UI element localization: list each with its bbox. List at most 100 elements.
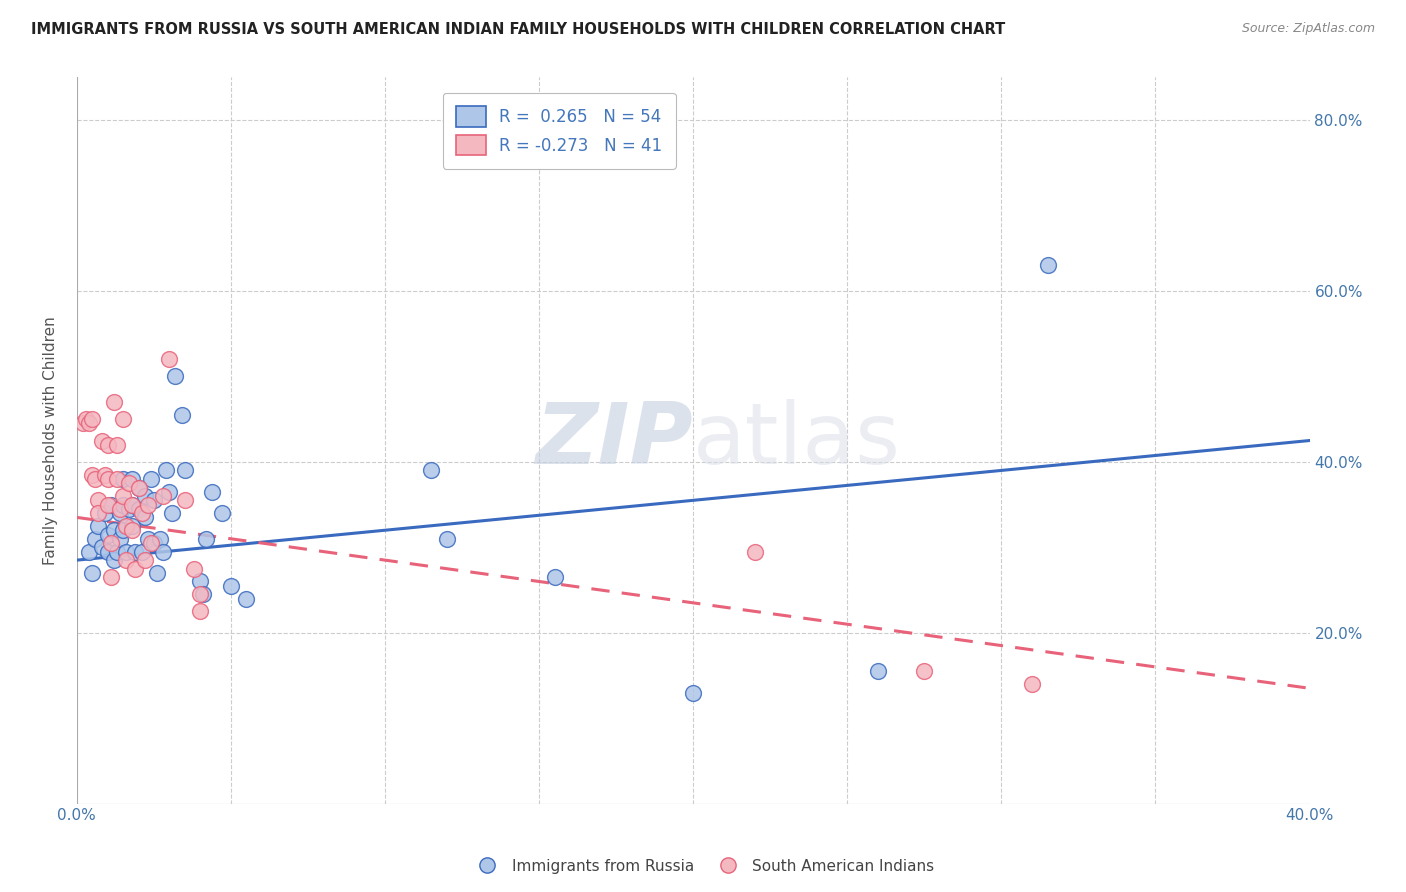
Point [77,544,100,558]
Point [136,498,159,512]
Point [128,481,150,495]
Point [90,434,112,448]
Point [744,544,766,558]
Point [82,566,104,580]
Point [108,532,131,546]
Point [77,417,100,431]
Point [82,467,104,482]
Point [103,523,125,537]
Point [868,664,890,678]
Point [139,536,162,550]
Point [72,417,94,431]
Point [121,498,143,512]
Point [128,481,150,495]
Point [103,395,125,409]
Point [75,412,97,426]
Point [93,506,115,520]
Point [90,541,112,555]
Point [112,489,135,503]
Point [165,369,187,384]
Y-axis label: Family Households with Children: Family Households with Children [44,316,58,565]
Point [195,532,218,546]
Point [136,532,159,546]
Point [115,544,138,558]
Point [162,506,184,520]
Legend: Immigrants from Russia, South American Indians: Immigrants from Russia, South American I… [465,853,941,880]
Point [108,501,131,516]
Point [87,506,110,520]
Point [124,544,146,558]
Point [112,498,135,512]
Point [139,472,162,486]
Point [183,562,205,576]
Point [193,587,215,601]
Point [115,553,138,567]
Point [112,472,135,486]
Point [134,510,156,524]
Point [115,519,138,533]
Point [188,574,211,589]
Point [543,570,565,584]
Point [211,506,233,520]
Point [201,484,224,499]
Point [152,489,174,503]
Point [1036,259,1059,273]
Point [134,489,156,503]
Point [173,493,195,508]
Point [142,493,165,508]
Text: Source: ZipAtlas.com: Source: ZipAtlas.com [1241,22,1375,36]
Point [84,472,107,486]
Text: atlas: atlas [693,399,901,482]
Point [87,493,110,508]
Point [97,498,120,512]
Point [235,591,257,606]
Point [118,476,141,491]
Point [134,553,156,567]
Point [188,587,211,601]
Point [112,412,135,426]
Point [84,532,107,546]
Point [152,544,174,558]
Point [121,523,143,537]
Point [121,498,143,512]
Text: IMMIGRANTS FROM RUSSIA VS SOUTH AMERICAN INDIAN FAMILY HOUSEHOLDS WITH CHILDREN : IMMIGRANTS FROM RUSSIA VS SOUTH AMERICAN… [31,22,1005,37]
Point [97,527,120,541]
Point [105,438,128,452]
Point [1021,677,1043,691]
Point [128,501,150,516]
Point [97,544,120,558]
Point [436,532,458,546]
Point [157,484,180,499]
Text: ZIP: ZIP [536,399,693,482]
Point [105,544,128,558]
Point [682,685,704,699]
Point [108,506,131,520]
Point [97,472,120,486]
Legend: R =  0.265   N = 54, R = -0.273   N = 41: R = 0.265 N = 54, R = -0.273 N = 41 [443,93,676,169]
Point [173,463,195,477]
Point [105,472,128,486]
Point [121,519,143,533]
Point [112,523,135,537]
Point [157,352,180,367]
Point [87,519,110,533]
Point [100,536,122,550]
Point [93,467,115,482]
Point [912,664,935,678]
Point [155,463,177,477]
Point [146,566,169,580]
Point [142,536,165,550]
Point [188,604,211,618]
Point [100,570,122,584]
Point [118,501,141,516]
Point [219,579,242,593]
Point [82,412,104,426]
Point [149,532,172,546]
Point [131,544,153,558]
Point [103,553,125,567]
Point [100,498,122,512]
Point [97,438,120,452]
Point [121,472,143,486]
Point [131,506,153,520]
Point [170,408,193,422]
